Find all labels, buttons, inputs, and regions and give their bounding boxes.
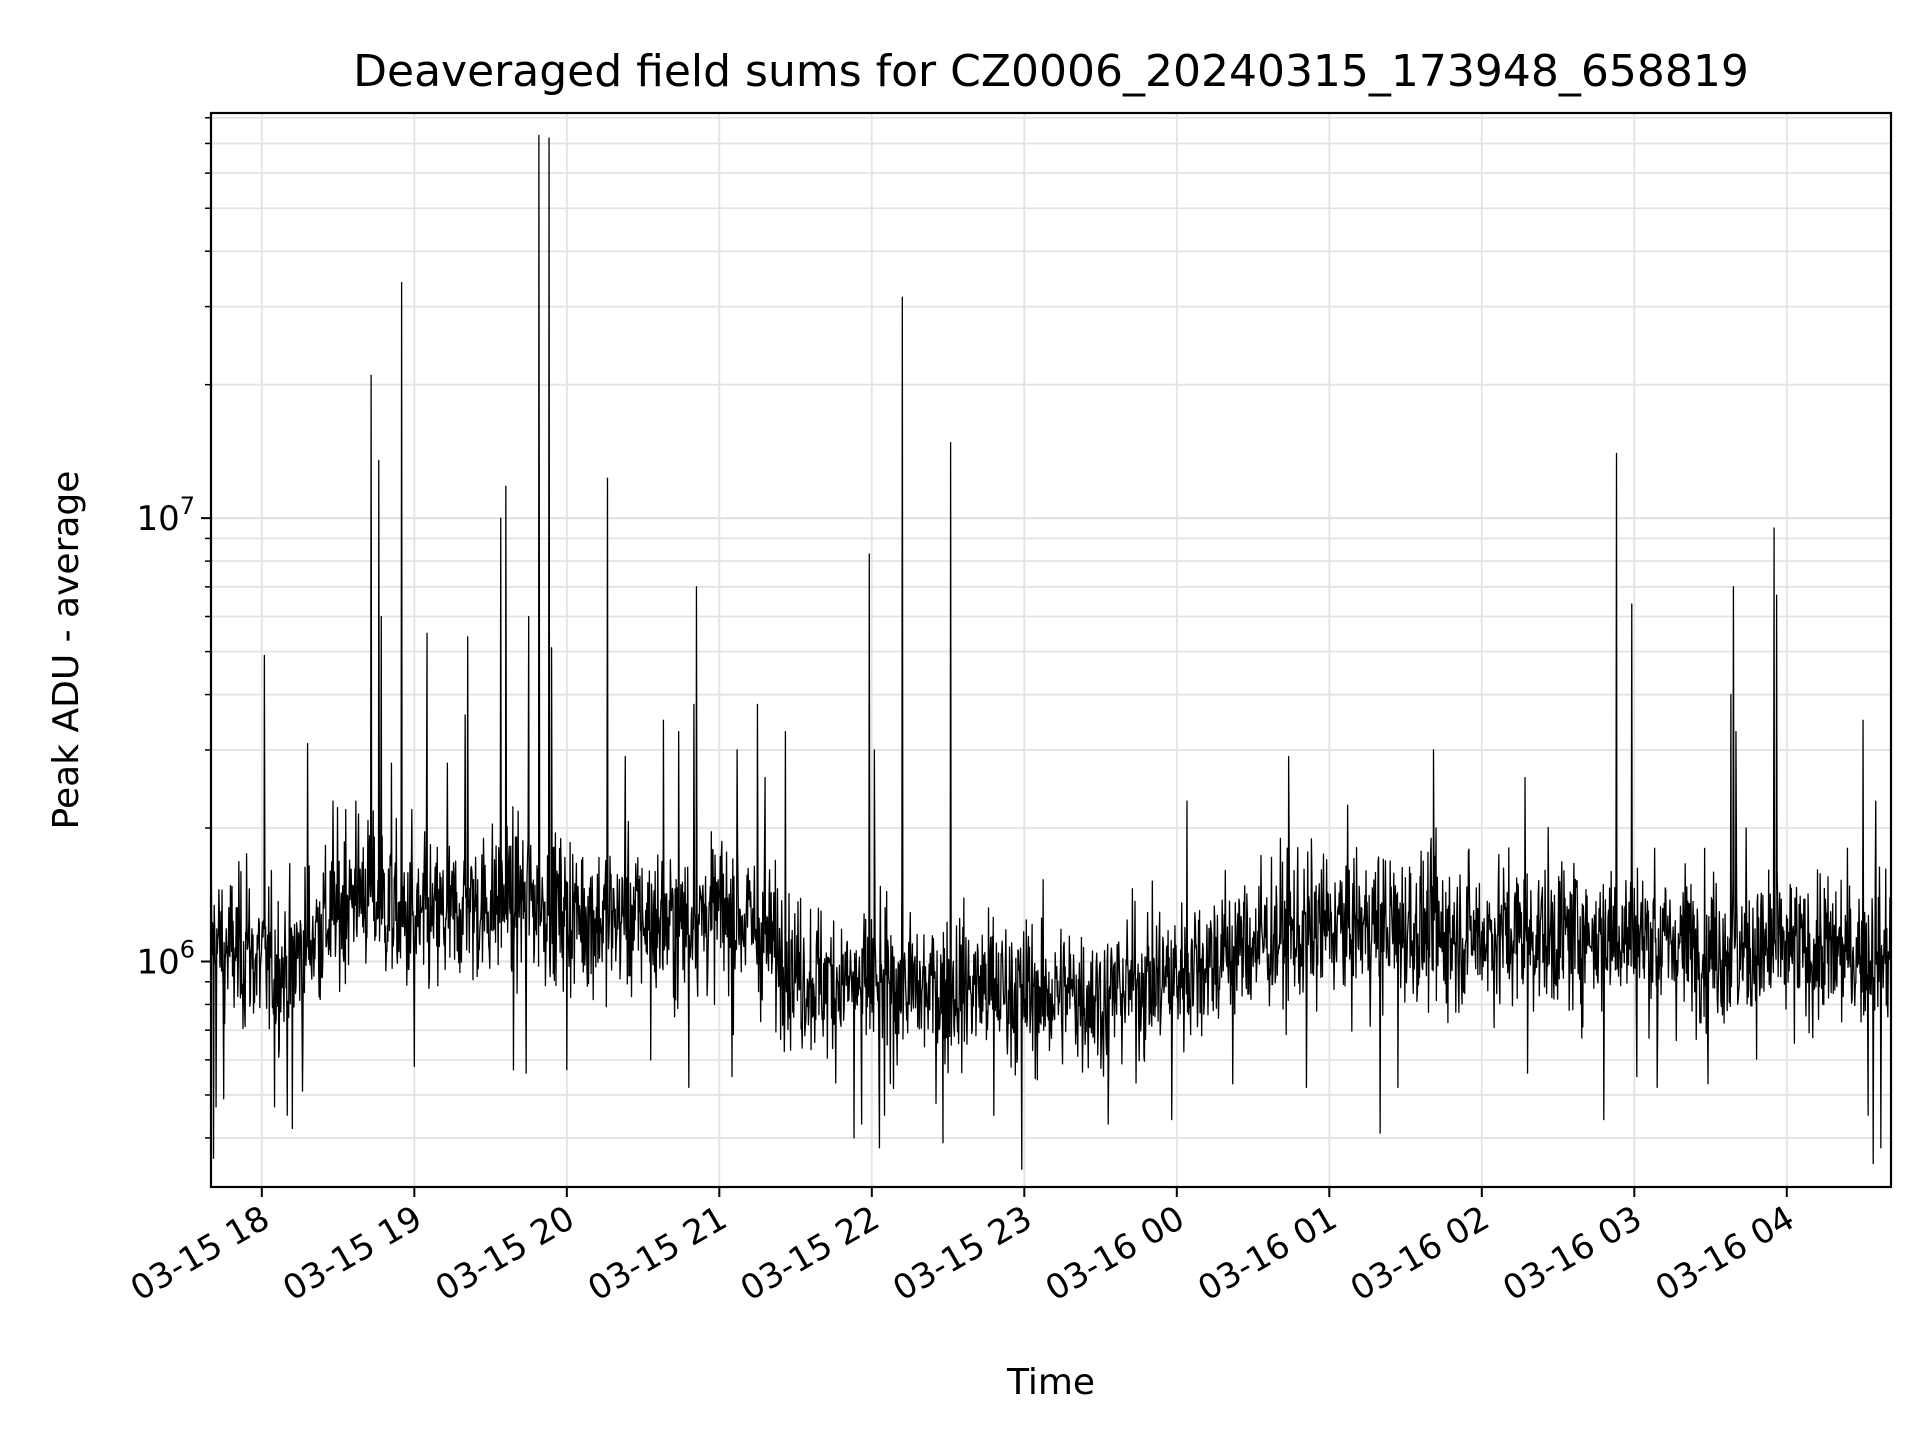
line-series — [210, 134, 1892, 1170]
x-axis-title: Time — [1006, 1362, 1095, 1403]
series-line — [210, 134, 1892, 1170]
y-tick-label: 107 — [136, 492, 195, 539]
y-tick-label: 106 — [136, 935, 195, 982]
y-axis-title: Peak ADU - average — [46, 471, 87, 830]
chart-title: Deaveraged field sums for CZ0006_2024031… — [353, 46, 1749, 97]
y-axis: 106 107 — [136, 117, 211, 1139]
plot-frame — [209, 111, 1893, 1189]
